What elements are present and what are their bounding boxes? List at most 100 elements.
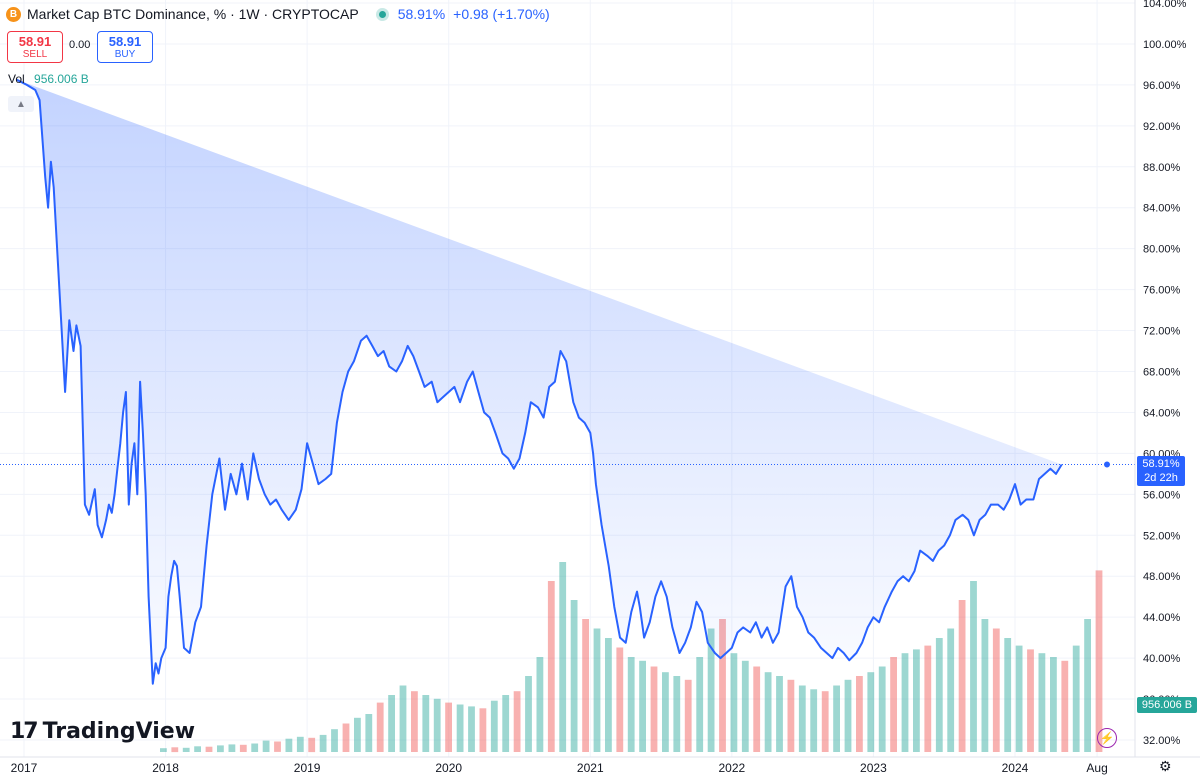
x-tick-label: 2021 bbox=[577, 761, 604, 775]
x-tick-label: 2018 bbox=[152, 761, 179, 775]
y-tick-label: 52.00% bbox=[1143, 530, 1181, 542]
y-tick-label: 88.00% bbox=[1143, 162, 1181, 174]
volume-bar bbox=[182, 747, 190, 752]
y-tick-label: 84.00% bbox=[1143, 203, 1181, 215]
volume-bar bbox=[513, 691, 521, 752]
volume-bar bbox=[525, 676, 532, 752]
volume-bar bbox=[160, 748, 167, 752]
volume-bar bbox=[582, 619, 589, 752]
volume-bar bbox=[593, 628, 601, 752]
volume-bar bbox=[354, 717, 361, 752]
symbol-title[interactable]: Market Cap BTC Dominance, % · 1W · CRYPT… bbox=[27, 6, 359, 22]
lightning-icon[interactable]: ⚡ bbox=[1097, 728, 1117, 748]
collapse-legend-icon[interactable]: ▲ bbox=[8, 96, 34, 112]
volume-bar bbox=[1015, 645, 1023, 752]
volume-bar bbox=[890, 657, 897, 752]
volume-bar bbox=[970, 581, 977, 752]
volume-bar bbox=[445, 702, 452, 752]
x-tick-label: 2020 bbox=[435, 761, 462, 775]
volume-bar bbox=[1061, 660, 1069, 752]
volume-bar bbox=[616, 647, 624, 752]
volume-bar bbox=[1072, 645, 1080, 752]
x-tick-label: 2022 bbox=[718, 761, 745, 775]
volume-value: 956.006 B bbox=[34, 72, 89, 86]
last-price-value: 58.91% bbox=[1142, 458, 1180, 470]
volume-bar bbox=[627, 657, 635, 752]
bar-countdown: 2d 22h bbox=[1144, 472, 1178, 484]
volume-bar bbox=[753, 666, 761, 752]
volume-bar bbox=[639, 660, 646, 752]
tradingview-wordmark: TradingView bbox=[42, 719, 196, 744]
volume-bar bbox=[1004, 638, 1012, 752]
y-tick-label: 104.00% bbox=[1143, 0, 1187, 10]
sell-button[interactable]: 58.91 SELL bbox=[7, 31, 63, 63]
volume-bar bbox=[456, 704, 464, 752]
volume-bar bbox=[924, 645, 932, 752]
volume-bar bbox=[274, 741, 281, 752]
y-tick-label: 44.00% bbox=[1143, 612, 1181, 624]
volume-bar bbox=[707, 628, 715, 752]
volume-bar bbox=[296, 736, 304, 752]
volume-bar bbox=[1084, 619, 1091, 752]
spread-value: 0.00 bbox=[69, 39, 91, 51]
y-tick-label: 32.00% bbox=[1143, 735, 1181, 747]
volume-bar bbox=[719, 619, 726, 752]
y-tick-label: 40.00% bbox=[1143, 653, 1181, 665]
volume-bar bbox=[650, 666, 658, 752]
volume-bar bbox=[342, 723, 350, 752]
sell-label: SELL bbox=[22, 48, 48, 60]
volume-bar bbox=[376, 702, 384, 752]
x-tick-label: 2023 bbox=[860, 761, 887, 775]
volume-tag: 956.006 B bbox=[1137, 697, 1197, 713]
volume-bar bbox=[981, 619, 989, 752]
volume-bar bbox=[696, 657, 704, 752]
volume-bar bbox=[365, 714, 373, 752]
volume-bar bbox=[684, 679, 692, 752]
volume-bar bbox=[468, 706, 475, 752]
y-tick-label: 80.00% bbox=[1143, 244, 1181, 256]
volume-bar bbox=[262, 740, 270, 752]
volume-bar bbox=[673, 676, 681, 752]
volume-bar bbox=[479, 708, 487, 752]
volume-bar bbox=[730, 653, 738, 752]
volume-bar bbox=[205, 746, 213, 752]
y-tick-label: 68.00% bbox=[1143, 367, 1181, 379]
volume-bar bbox=[285, 738, 293, 752]
y-tick-label: 56.00% bbox=[1143, 489, 1181, 501]
last-point bbox=[1103, 460, 1111, 469]
volume-bar bbox=[547, 581, 555, 752]
volume-bar bbox=[776, 676, 783, 752]
x-tick-label: 2017 bbox=[11, 761, 38, 775]
volume-bar bbox=[422, 695, 430, 752]
gear-icon[interactable]: ⚙ bbox=[1159, 758, 1172, 774]
buy-button[interactable]: 58.91 BUY bbox=[97, 31, 153, 63]
volume-bar bbox=[228, 744, 236, 752]
volume-bar bbox=[844, 679, 852, 752]
volume-bar bbox=[913, 649, 920, 752]
volume-bar bbox=[536, 657, 544, 752]
series-line bbox=[16, 78, 1063, 685]
volume-bar bbox=[958, 600, 966, 752]
volume-bar bbox=[798, 685, 806, 752]
y-tick-label: 64.00% bbox=[1143, 407, 1181, 419]
volume-bar bbox=[764, 672, 772, 752]
y-tick-label: 72.00% bbox=[1143, 326, 1181, 338]
chart-header: B Market Cap BTC Dominance, % · 1W · CRY… bbox=[6, 4, 550, 24]
sell-value: 58.91 bbox=[18, 33, 52, 49]
volume-bar bbox=[388, 695, 395, 752]
header-change: +0.98 (+1.70%) bbox=[453, 6, 550, 22]
volume-legend: Vol 956.006 B bbox=[8, 72, 89, 86]
last-price-tag: 58.91% 2d 22h bbox=[1137, 456, 1185, 486]
volume-bar bbox=[559, 562, 567, 752]
volume-bar bbox=[1027, 649, 1034, 752]
volume-bar bbox=[331, 729, 338, 752]
volume-bar bbox=[867, 672, 875, 752]
volume-bar bbox=[901, 653, 909, 752]
volume-bar bbox=[319, 734, 327, 752]
volume-bar bbox=[878, 666, 886, 752]
volume-bar bbox=[787, 679, 795, 752]
tradingview-logo[interactable]: 17 TradingView bbox=[10, 719, 195, 744]
volume-bar bbox=[810, 689, 818, 752]
market-status-icon bbox=[378, 10, 386, 18]
